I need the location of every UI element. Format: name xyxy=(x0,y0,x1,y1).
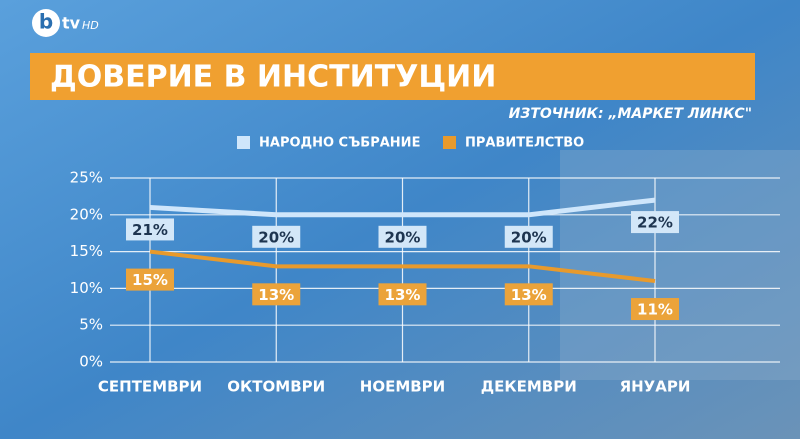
value-label-box xyxy=(378,225,427,248)
y-tick-label: 5% xyxy=(79,316,103,334)
y-tick-label: 25% xyxy=(70,169,103,187)
series-line xyxy=(149,249,656,284)
value-label: 22% xyxy=(637,214,673,232)
value-label: 15% xyxy=(132,271,168,289)
value-label: 13% xyxy=(258,286,294,304)
value-label: 20% xyxy=(511,228,547,246)
value-label-box xyxy=(126,218,174,241)
value-label-box xyxy=(504,225,553,248)
logo-b: b xyxy=(39,10,53,34)
value-label: 21% xyxy=(132,221,168,239)
legend-label: НАРОДНО СЪБРАНИЕ xyxy=(259,136,420,151)
value-label-box xyxy=(378,283,427,306)
y-tick-label: 20% xyxy=(70,205,103,223)
building xyxy=(560,150,800,380)
x-tick-label: СЕПТЕМВРИ xyxy=(98,378,202,396)
value-label-box xyxy=(252,283,301,306)
value-label: 20% xyxy=(385,228,421,246)
series-line xyxy=(149,197,656,218)
value-label-box xyxy=(631,211,679,234)
chart-title: ДОВЕРИЕ В ИНСТИТУЦИИ xyxy=(50,60,496,95)
legend-label: ПРАВИТЕЛСТВО xyxy=(465,136,584,151)
x-tick-label: НОЕМВРИ xyxy=(360,378,445,396)
value-label-box xyxy=(252,225,301,248)
source: ИЗТОЧНИК: „МАРКЕТ ЛИНКС" xyxy=(509,106,752,122)
value-label: 20% xyxy=(258,228,294,246)
value-label: 13% xyxy=(385,286,421,304)
value-label-box xyxy=(504,283,553,306)
value-label: 11% xyxy=(637,301,673,319)
legend-swatch xyxy=(237,136,250,149)
logo-tv: tv xyxy=(62,14,81,33)
value-label-box xyxy=(126,268,174,291)
y-tick-label: 0% xyxy=(79,353,103,371)
logo-hd: HD xyxy=(82,19,99,32)
y-tick-label: 15% xyxy=(70,242,103,260)
logo-circle xyxy=(32,9,60,37)
value-label: 13% xyxy=(511,286,547,304)
legend-swatch xyxy=(443,136,456,149)
y-tick-label: 10% xyxy=(70,279,103,297)
title-bar xyxy=(30,53,755,100)
value-label-box xyxy=(631,298,679,321)
x-tick-label: ДЕКЕМВРИ xyxy=(481,378,577,396)
x-tick-label: ЯНУАРИ xyxy=(620,378,691,396)
x-tick-label: ОКТОМВРИ xyxy=(227,378,325,396)
